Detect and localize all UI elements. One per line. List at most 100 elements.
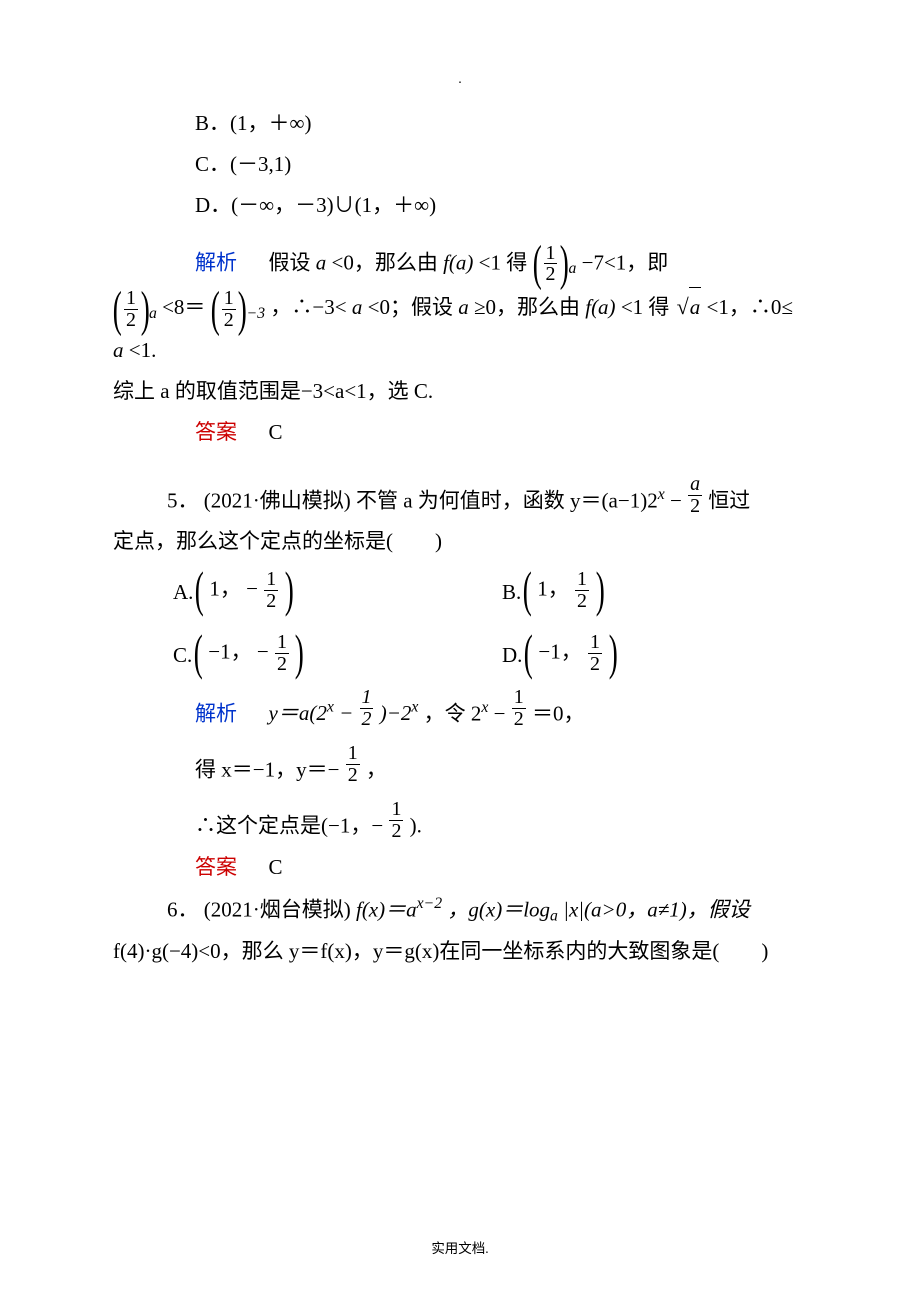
q5-answer: 答案 C bbox=[113, 848, 807, 887]
text: 假设 bbox=[269, 250, 311, 274]
answer-label: 答案 bbox=[195, 420, 237, 444]
frac-half: 12 bbox=[389, 799, 403, 842]
q5-option-b: B. ( 1， 12 ) bbox=[502, 569, 807, 612]
analysis-label: 解析 bbox=[195, 250, 237, 274]
sign: − bbox=[257, 639, 269, 663]
text: ，g(x)＝log bbox=[447, 897, 550, 921]
f-of-a: f(a) bbox=[585, 295, 615, 319]
coord: ( −1， − 12 ) bbox=[194, 632, 304, 675]
coord-x: −1， bbox=[208, 639, 251, 663]
half-frac: ( 12 ) bbox=[211, 288, 247, 331]
option-b: B．(1，＋∞) bbox=[113, 104, 807, 143]
coord: ( 1， 12 ) bbox=[523, 569, 604, 612]
frac-half: 12 bbox=[360, 687, 374, 730]
text: <1 得 bbox=[621, 295, 670, 319]
q6-stem-line1: 6． (2021·烟台模拟) f(x)＝ax−2 ，g(x)＝loga |x|(… bbox=[113, 889, 807, 931]
sup-x: x bbox=[327, 699, 334, 716]
text: |x|(a>0，a≠1)，假设 bbox=[563, 897, 750, 921]
coord: ( −1， 12 ) bbox=[524, 632, 617, 675]
answer-value: C bbox=[269, 855, 283, 879]
q6-source: (2021·烟台模拟) bbox=[204, 897, 351, 921]
q5-stem-line1: 5． (2021·佛山模拟) 不管 a 为何值时，函数 y＝(a−1)2x − … bbox=[113, 474, 807, 520]
option-label: C. bbox=[173, 636, 192, 675]
half-frac: ( 12 ) bbox=[113, 288, 149, 331]
text: − bbox=[339, 701, 353, 725]
var-a: a bbox=[458, 295, 469, 319]
text: 得 x＝−1，y＝− bbox=[195, 758, 339, 782]
q5-analysis-line2: 得 x＝−1，y＝− 12 ， bbox=[113, 743, 807, 789]
q4-answer: 答案 C bbox=[113, 413, 807, 452]
q6-stem-line2: f(4)·g(−4)<0，那么 y＝f(x)，y＝g(x)在同一坐标系内的大致图… bbox=[113, 932, 807, 971]
answer-label: 答案 bbox=[195, 855, 237, 879]
q5-option-a: A. ( 1， − 12 ) bbox=[173, 569, 478, 612]
option-label: B. bbox=[502, 573, 521, 612]
page: . B．(1，＋∞) C．(－3,1) D．(－∞，－3)∪(1，＋∞) 解析 … bbox=[0, 0, 920, 1302]
text: − bbox=[670, 488, 682, 512]
text: <1 得 bbox=[479, 250, 528, 274]
var-a: a bbox=[113, 338, 124, 362]
q5-analysis-line3: ∴这个定点是(−1，− 12 ). bbox=[113, 799, 807, 845]
frac: 12 bbox=[575, 569, 589, 612]
analysis-label: 解析 bbox=[195, 701, 237, 725]
text: 不管 a 为何值时，函数 y＝(a−1)2 bbox=[356, 488, 658, 512]
text: −7<1，即 bbox=[582, 250, 669, 274]
text: <1，∴0≤ bbox=[707, 295, 793, 319]
text: <8＝ bbox=[162, 295, 205, 319]
a-over-2: a2 bbox=[688, 474, 702, 517]
q4-analysis-line2: ( 12 ) a <8＝ ( 12 ) −3 ，∴−3< a <0；假设 a ≥… bbox=[113, 287, 807, 369]
q5-num: 5． bbox=[167, 488, 199, 512]
text: 综上 a 的取值范围是−3<a<1，选 C. bbox=[113, 379, 433, 403]
sub-a: a bbox=[149, 305, 157, 322]
q5-option-c: C. ( −1， − 12 ) bbox=[173, 632, 478, 675]
text: ，∴−3< bbox=[270, 295, 346, 319]
text: f(4)·g(−4)<0，那么 y＝f(x)，y＝g(x)在同一坐标系内的大致图… bbox=[113, 939, 768, 963]
sup-x: x bbox=[481, 699, 488, 716]
q6-num: 6． bbox=[167, 897, 199, 921]
frac-half: 12 bbox=[346, 743, 360, 786]
sup-x: x bbox=[411, 699, 418, 716]
answer-value: C bbox=[269, 420, 283, 444]
page-footer: 实用文档. bbox=[431, 1237, 488, 1257]
q4-analysis-line3: 综上 a 的取值范围是−3<a<1，选 C. bbox=[113, 372, 807, 411]
text: ＝0， bbox=[532, 701, 585, 725]
f-of-a: f(a) bbox=[443, 250, 473, 274]
option-label: D. bbox=[502, 636, 522, 675]
sub-a: a bbox=[568, 260, 576, 277]
text: ，令 2 bbox=[424, 701, 482, 725]
text: <0；假设 bbox=[368, 295, 453, 319]
q5-option-d: D. ( −1， 12 ) bbox=[502, 632, 807, 675]
text: 恒过 bbox=[708, 488, 750, 512]
frac: 12 bbox=[588, 632, 602, 675]
header-mark: . bbox=[458, 72, 462, 88]
text: )−2 bbox=[380, 701, 412, 725]
half-frac: ( 12 ) bbox=[533, 243, 569, 286]
q5-source: (2021·佛山模拟) bbox=[204, 488, 351, 512]
sqrt-a: a bbox=[675, 287, 702, 328]
q5-stem-line2: 定点，那么这个定点的坐标是( ) bbox=[113, 522, 807, 561]
text: ). bbox=[410, 814, 422, 838]
text: − bbox=[494, 701, 506, 725]
document-body: B．(1，＋∞) C．(－3,1) D．(－∞，－3)∪(1，＋∞) 解析 假设… bbox=[113, 102, 807, 973]
option-c: C．(－3,1) bbox=[113, 145, 807, 184]
text: f(x)＝a bbox=[356, 897, 417, 921]
sign: − bbox=[246, 576, 258, 600]
var-a: a bbox=[316, 250, 327, 274]
var-a: a bbox=[352, 295, 363, 319]
frac-half: 12 bbox=[512, 687, 526, 730]
text: ≥0，那么由 bbox=[474, 295, 580, 319]
option-d: D．(－∞，－3)∪(1，＋∞) bbox=[113, 186, 807, 225]
text: ， bbox=[366, 758, 387, 782]
q4-analysis-line1: 解析 假设 a <0，那么由 f(a) <1 得 ( 12 ) a −7<1，即 bbox=[113, 243, 807, 286]
q5-options: A. ( 1， − 12 ) B. ( 1， bbox=[113, 569, 807, 675]
text: 定点，那么这个定点的坐标是( ) bbox=[113, 529, 442, 553]
coord-x: 1， bbox=[537, 576, 569, 600]
text: <0，那么由 bbox=[332, 250, 438, 274]
frac: 12 bbox=[275, 632, 289, 675]
sub-minus3: −3 bbox=[247, 305, 266, 322]
coord-x: −1， bbox=[538, 639, 581, 663]
coord: ( 1， − 12 ) bbox=[195, 569, 293, 612]
text: ∴这个定点是(−1，− bbox=[195, 814, 383, 838]
option-label: A. bbox=[173, 573, 193, 612]
q5-analysis-line1: 解析 y＝a(2x − 12 )−2x ，令 2x − 12 ＝0， bbox=[113, 687, 807, 733]
sup-x: x bbox=[658, 486, 665, 503]
